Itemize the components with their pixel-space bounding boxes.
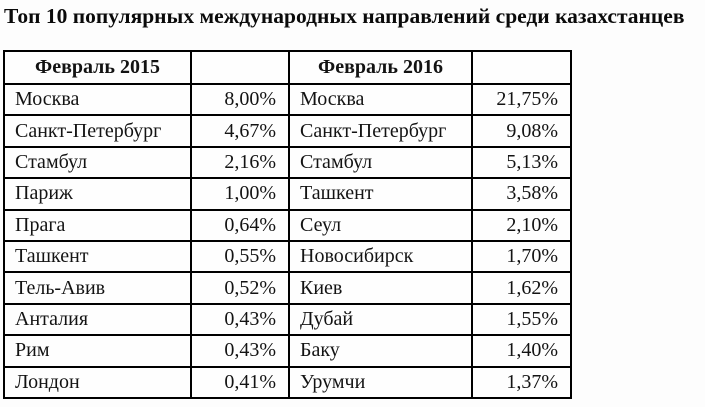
city-cell: Ташкент [3,239,192,274]
city-cell: Дубай [288,302,473,337]
destinations-table: Февраль 2015 Февраль 2016 Москва 8,00% М… [3,50,572,400]
column-header-feb-2015: Февраль 2015 [3,50,192,85]
city-cell: Анталия [3,302,192,337]
table-row: Париж 1,00% Ташкент 3,58% [3,177,572,211]
percent-cell: 2,10% [471,208,572,242]
city-cell: Стамбул [3,145,192,180]
percent-cell: 4,67% [190,114,290,148]
percent-cell: 5,13% [471,145,572,180]
city-cell: Рим [3,334,192,368]
percent-cell: 1,40% [471,334,572,368]
percent-cell: 0,64% [190,208,290,242]
percent-cell: 1,00% [190,177,290,211]
city-cell: Прага [3,208,192,242]
table-row: Рим 0,43% Баку 1,40% [3,334,572,368]
city-cell: Санкт-Петербург [288,114,473,148]
column-header-feb-2016: Февраль 2016 [288,50,473,85]
table-row: Ташкент 0,55% Новосибирск 1,70% [3,239,572,274]
table-row: Стамбул 2,16% Стамбул 5,13% [3,145,572,180]
table-row: Санкт-Петербург 4,67% Санкт-Петербург 9,… [3,114,572,148]
city-cell: Москва [3,82,192,117]
percent-cell: 1,37% [471,365,572,400]
percent-cell: 1,62% [471,271,572,305]
percent-cell: 0,55% [190,239,290,274]
percent-cell: 0,52% [190,271,290,305]
city-cell: Киев [288,271,473,305]
city-cell: Лондон [3,365,192,400]
city-cell: Париж [3,177,192,211]
city-cell: Сеул [288,208,473,242]
city-cell: Санкт-Петербург [3,114,192,148]
table-row: Москва 8,00% Москва 21,75% [3,82,572,117]
percent-cell: 0,43% [190,334,290,368]
percent-cell: 0,41% [190,365,290,400]
percent-cell: 21,75% [471,82,572,117]
city-cell: Баку [288,334,473,368]
percent-cell: 3,58% [471,177,572,211]
city-cell: Тель-Авив [3,271,192,305]
percent-cell: 9,08% [471,114,572,148]
column-header-pct-2016-empty [471,50,572,85]
percent-cell: 8,00% [190,82,290,117]
percent-cell: 1,70% [471,239,572,274]
city-cell: Урумчи [288,365,473,400]
percent-cell: 1,55% [471,302,572,337]
percent-cell: 2,16% [190,145,290,180]
city-cell: Стамбул [288,145,473,180]
table-row: Анталия 0,43% Дубай 1,55% [3,302,572,337]
table-row: Прага 0,64% Сеул 2,10% [3,208,572,242]
city-cell: Москва [288,82,473,117]
column-header-pct-2015-empty [190,50,290,85]
page-title: Топ 10 популярных международных направле… [4,4,685,28]
header-row: Февраль 2015 Февраль 2016 [3,50,572,85]
percent-cell: 0,43% [190,302,290,337]
table-row: Тель-Авив 0,52% Киев 1,62% [3,271,572,305]
city-cell: Новосибирск [288,239,473,274]
city-cell: Ташкент [288,177,473,211]
table-row: Лондон 0,41% Урумчи 1,37% [3,365,572,400]
